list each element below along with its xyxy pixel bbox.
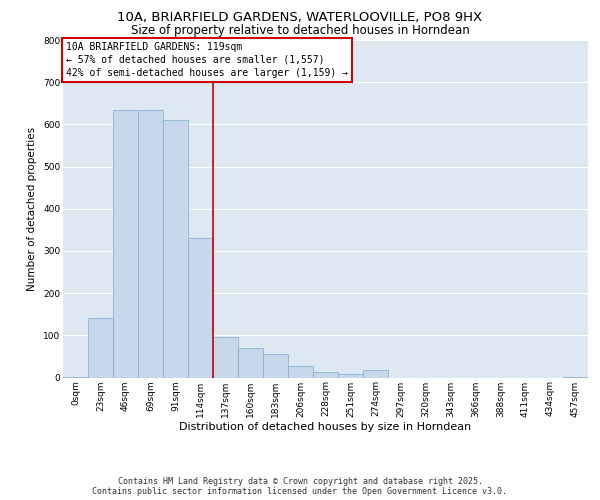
- Bar: [238, 348, 263, 378]
- Bar: [263, 354, 288, 378]
- Bar: [163, 120, 188, 378]
- Text: Size of property relative to detached houses in Horndean: Size of property relative to detached ho…: [131, 24, 469, 37]
- Bar: [313, 372, 338, 378]
- Text: Contains HM Land Registry data © Crown copyright and database right 2025.
Contai: Contains HM Land Registry data © Crown c…: [92, 476, 508, 496]
- Text: 10A, BRIARFIELD GARDENS, WATERLOOVILLE, PO8 9HX: 10A, BRIARFIELD GARDENS, WATERLOOVILLE, …: [118, 11, 482, 24]
- Bar: [213, 338, 238, 378]
- Bar: [88, 318, 113, 378]
- Bar: [363, 370, 388, 378]
- X-axis label: Distribution of detached houses by size in Horndean: Distribution of detached houses by size …: [179, 422, 472, 432]
- Bar: [138, 110, 163, 378]
- Bar: [188, 238, 213, 378]
- Bar: [563, 376, 588, 378]
- Bar: [63, 376, 88, 378]
- Bar: [288, 366, 313, 378]
- Bar: [113, 110, 138, 378]
- Y-axis label: Number of detached properties: Number of detached properties: [28, 126, 37, 291]
- Text: 10A BRIARFIELD GARDENS: 119sqm
← 57% of detached houses are smaller (1,557)
42% : 10A BRIARFIELD GARDENS: 119sqm ← 57% of …: [65, 42, 347, 78]
- Bar: [338, 374, 363, 378]
